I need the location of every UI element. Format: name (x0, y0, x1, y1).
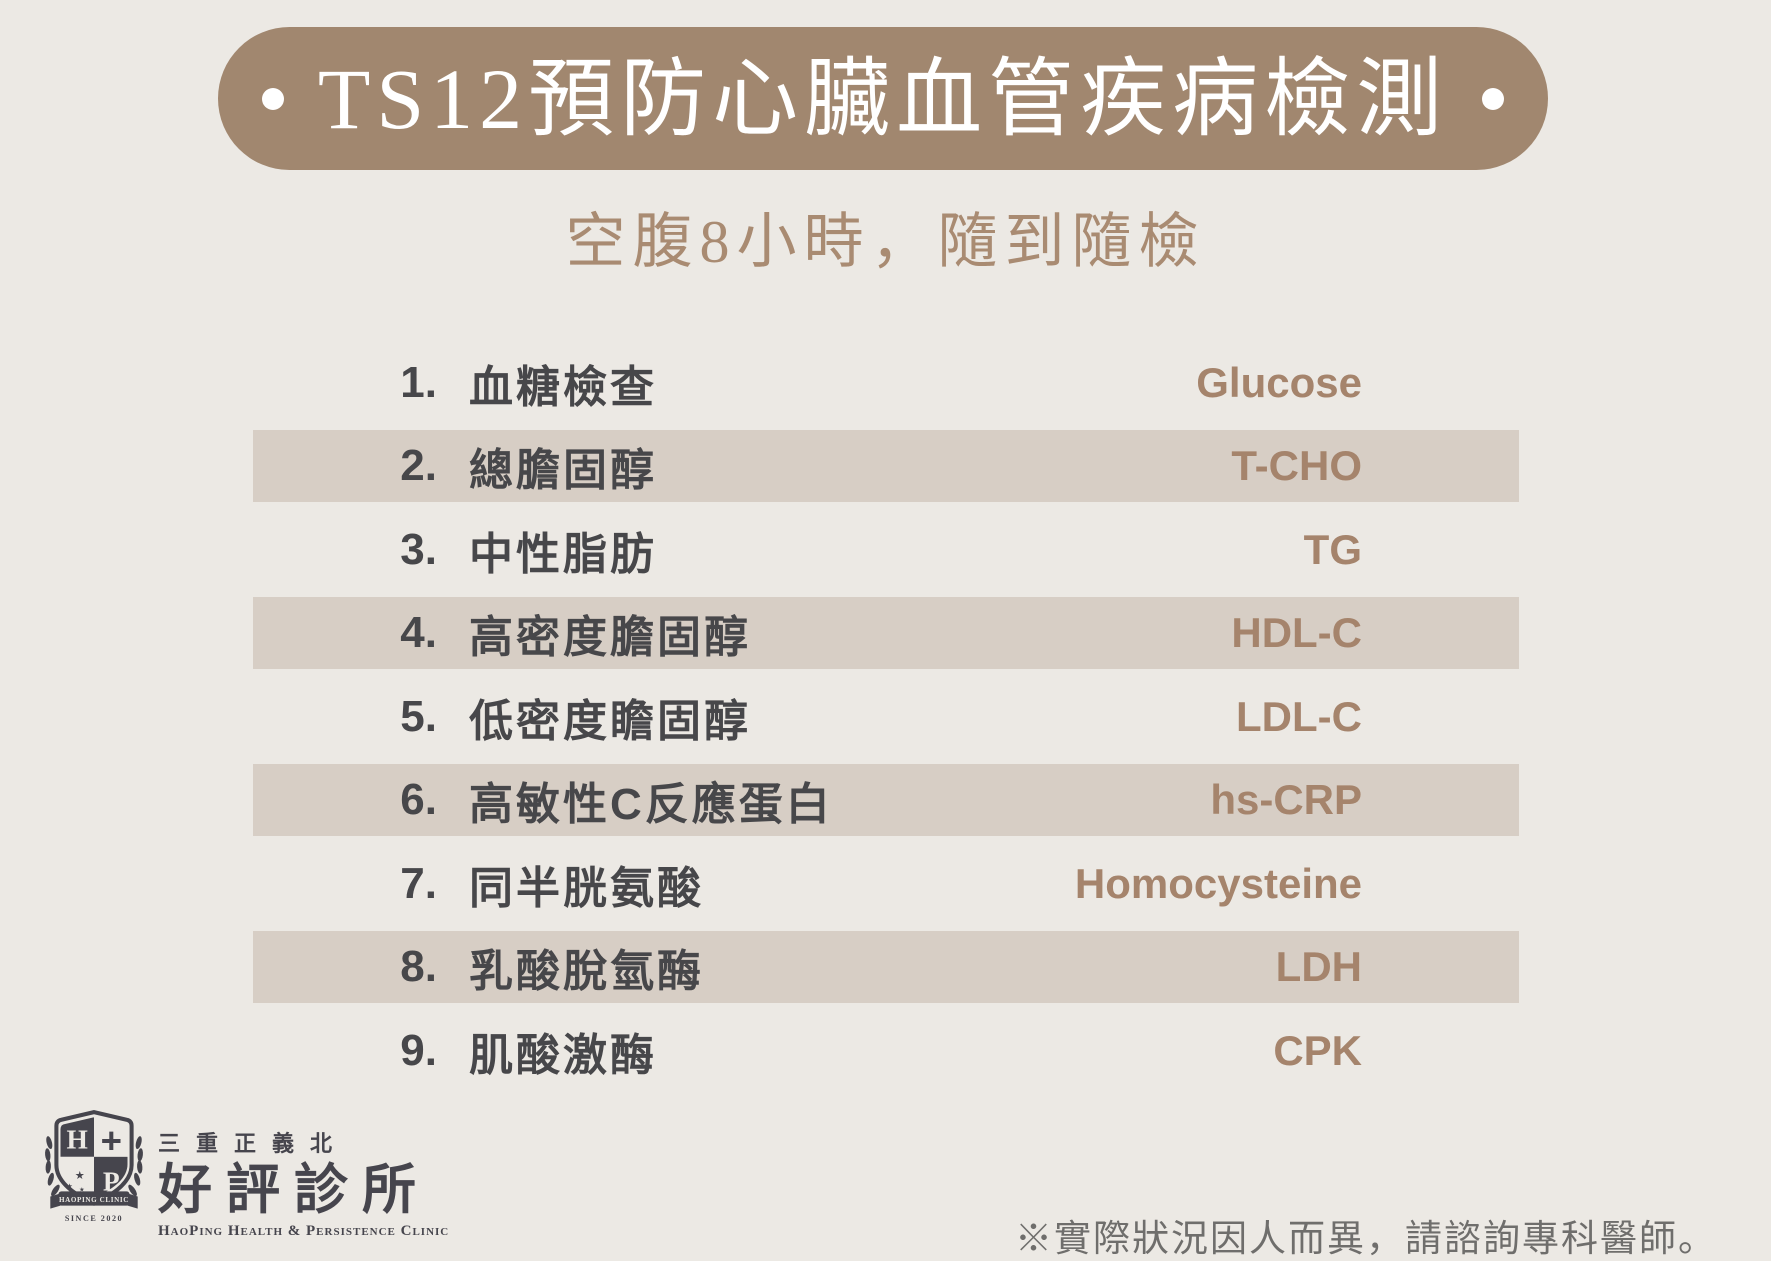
since-text: SINCE 2020 (65, 1214, 123, 1223)
test-number: 6. (400, 775, 437, 824)
shield-letter-p: P (103, 1166, 120, 1196)
test-abbr-en: T-CHO (1231, 442, 1362, 489)
shield-plus-icon: + (101, 1120, 122, 1161)
table-row: 4. 高密度膽固醇 HDL-C (253, 597, 1519, 669)
svg-text:★: ★ (66, 1181, 72, 1190)
table-row: 2. 總膽固醇 T-CHO (253, 430, 1519, 502)
test-abbr-en: LDL-C (1236, 692, 1362, 740)
test-number: 8. (400, 942, 437, 991)
test-name-zh: 乳酸脫氫酶 (469, 947, 704, 996)
test-name-zh: 血糖檢查 (469, 362, 657, 412)
clinic-district: 三重正義北 (158, 1131, 349, 1156)
table-row: 7. 同半胱氨酸 Homocysteine (253, 836, 1519, 931)
test-number: 9. (400, 1025, 437, 1075)
test-number: 4. (400, 608, 437, 657)
test-name-zh: 高密度膽固醇 (469, 613, 751, 662)
clinic-name-zh: 好評診所 (158, 1160, 430, 1220)
shield-letter-h: H (67, 1125, 88, 1155)
test-abbr-en: LDH (1275, 943, 1362, 990)
test-abbr-en: CPK (1273, 1026, 1362, 1074)
test-number: 3. (400, 524, 437, 574)
test-abbr-en: Glucose (1196, 358, 1362, 406)
test-abbr-en: Homocysteine (1074, 859, 1362, 907)
table-row: 5. 低密度瞻固醇 LDL-C (253, 669, 1519, 764)
ribbon-banner-icon: HAOPING CLINIC (50, 1191, 138, 1209)
table-row: 1. 血糖檢查 Glucose (253, 335, 1519, 430)
test-name-zh: 中性脂肪 (469, 529, 657, 579)
disclaimer-text: ※實際狀況因人而異，請諮詢專科醫師。 (1015, 1219, 1717, 1260)
table-row: 8. 乳酸脫氫酶 LDH (253, 931, 1519, 1003)
title-banner: TS12預防心臟血管疾病檢測 (218, 27, 1548, 170)
test-name-zh: 低密度瞻固醇 (469, 696, 751, 746)
test-number: 7. (400, 858, 437, 908)
table-row: 6. 高敏性C反應蛋白 hs-CRP (253, 764, 1519, 836)
test-number: 2. (400, 441, 437, 490)
shield-stars-icon: ★ ★ ★ (66, 1169, 85, 1193)
test-table: 1. 血糖檢查 Glucose 2. 總膽固醇 T-CHO 3. 中性脂肪 TG 4. 高密度膽固醇… (253, 335, 1519, 1098)
test-name-zh: 同半胱氨酸 (469, 863, 704, 913)
test-name-zh: 高敏性C反應蛋白 (469, 780, 833, 829)
subtitle: 空腹8小時，隨到隨檢 (565, 209, 1206, 275)
table-row: 9. 肌酸激酶 CPK (253, 1003, 1519, 1098)
banner-dot-right-icon (1482, 87, 1505, 110)
clinic-name-en: HaoPing Health & Persistence Clinic (158, 1222, 450, 1239)
test-name-zh: 肌酸激酶 (469, 1030, 657, 1080)
page-title: TS12預防心臟血管疾病檢測 (317, 50, 1449, 147)
test-name-zh: 總膽固醇 (469, 446, 657, 495)
ribbon-text: HAOPING CLINIC (59, 1196, 129, 1204)
test-abbr-en: hs-CRP (1210, 776, 1362, 823)
shield-logo-icon: H + P ★ ★ ★ HAOPING CLINIC SINCE 2020 (45, 1110, 143, 1223)
svg-text:★: ★ (79, 1186, 85, 1193)
test-abbr-en: HDL-C (1231, 609, 1362, 656)
test-number: 1. (400, 357, 437, 407)
test-number: 5. (400, 691, 437, 741)
svg-text:★: ★ (75, 1169, 85, 1182)
table-row: 3. 中性脂肪 TG (253, 502, 1519, 597)
banner-dot-left-icon (261, 87, 284, 110)
test-abbr-en: TG (1303, 525, 1362, 573)
clinic-logo: H + P ★ ★ ★ HAOPING CLINIC SINCE 2020 三重… (38, 1104, 468, 1244)
